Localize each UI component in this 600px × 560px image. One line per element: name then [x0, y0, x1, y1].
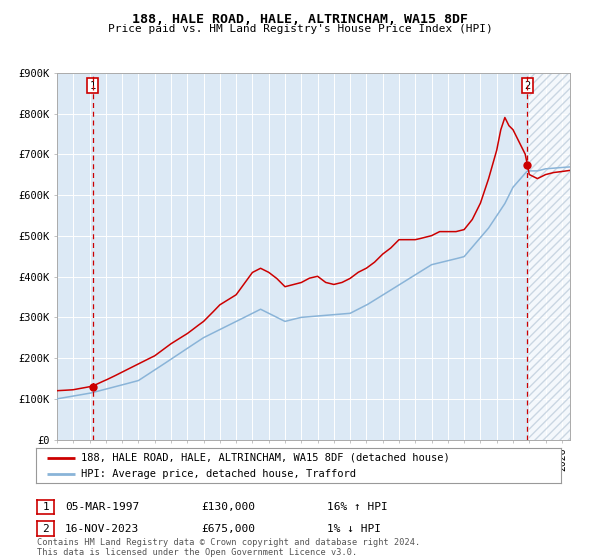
- Text: 16-NOV-2023: 16-NOV-2023: [65, 524, 139, 534]
- Text: 05-MAR-1997: 05-MAR-1997: [65, 502, 139, 512]
- Bar: [529, 73, 570, 440]
- Text: £130,000: £130,000: [201, 502, 255, 512]
- Text: 2: 2: [42, 524, 49, 534]
- Text: 1: 1: [89, 81, 95, 91]
- Text: 2: 2: [524, 81, 530, 91]
- Text: Contains HM Land Registry data © Crown copyright and database right 2024.
This d: Contains HM Land Registry data © Crown c…: [37, 538, 421, 557]
- Text: 188, HALE ROAD, HALE, ALTRINCHAM, WA15 8DF (detached house): 188, HALE ROAD, HALE, ALTRINCHAM, WA15 8…: [80, 452, 449, 463]
- Text: 1% ↓ HPI: 1% ↓ HPI: [327, 524, 381, 534]
- Text: Price paid vs. HM Land Registry's House Price Index (HPI): Price paid vs. HM Land Registry's House …: [107, 24, 493, 34]
- Text: 1: 1: [42, 502, 49, 512]
- Text: 16% ↑ HPI: 16% ↑ HPI: [327, 502, 388, 512]
- Text: £675,000: £675,000: [201, 524, 255, 534]
- Text: HPI: Average price, detached house, Trafford: HPI: Average price, detached house, Traf…: [80, 469, 356, 479]
- Text: 188, HALE ROAD, HALE, ALTRINCHAM, WA15 8DF: 188, HALE ROAD, HALE, ALTRINCHAM, WA15 8…: [132, 13, 468, 26]
